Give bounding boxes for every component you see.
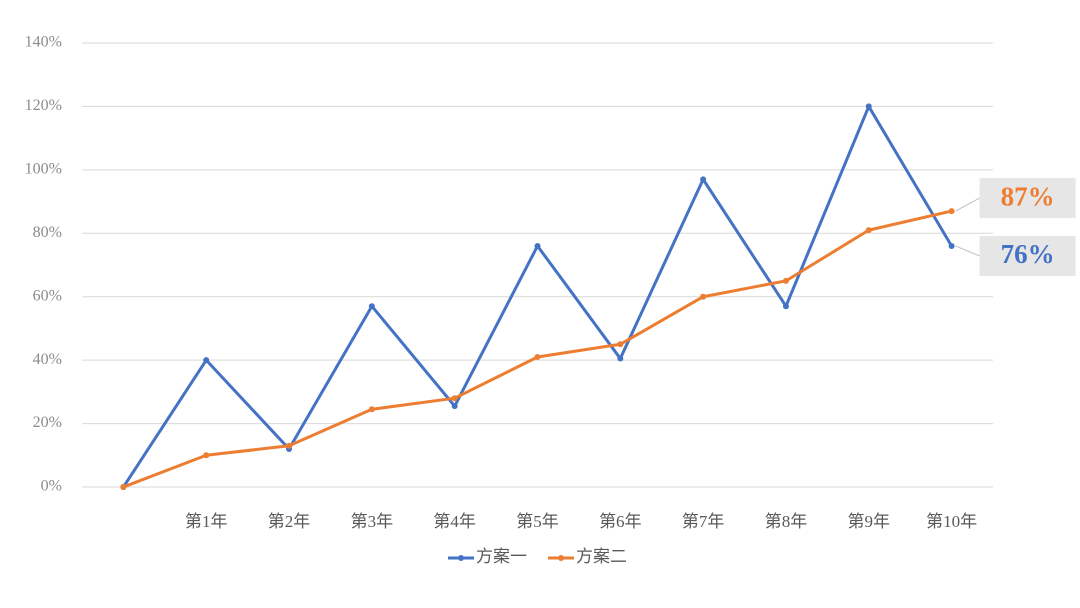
y-tick-label: 40% [33,351,62,368]
point [948,242,955,249]
point [534,353,541,360]
point [534,242,541,249]
x-tick-label: 第2年 [268,512,311,531]
point [203,357,210,364]
point [368,406,375,413]
y-tick-label: 120% [25,97,62,114]
point [120,484,127,490]
x-tick-label: 第8年 [765,512,808,531]
x-tick-label: 第9年 [848,512,891,531]
x-tick-label: 第4年 [433,512,476,531]
legend-item: 方案一 [448,547,527,566]
y-tick-label: 0% [41,478,62,495]
legend-item: 方案二 [548,547,627,566]
leader-line [955,197,980,212]
y-tick-label: 140% [25,34,62,51]
point [700,293,707,300]
point [368,303,375,310]
point [782,303,789,310]
point [700,176,707,183]
x-tick-label: 第5年 [516,512,559,531]
point [203,452,210,459]
legend-marker [458,555,464,561]
value-label: 87% [1001,181,1055,211]
x-tick-label: 第3年 [351,512,394,531]
leader-line [955,245,980,257]
point [865,103,872,110]
point [451,395,458,402]
x-tick-label: 第6年 [599,512,642,531]
point [782,277,789,284]
legend-label: 方案一 [476,547,527,566]
y-tick-label: 20% [33,414,62,431]
x-tick-label: 第10年 [926,512,977,531]
x-tick-label: 第7年 [682,512,725,531]
series-line [122,209,952,489]
label-box [979,235,1076,276]
point [617,355,624,362]
y-tick-label: 60% [33,287,62,304]
point [286,442,293,449]
point [451,403,458,410]
x-tick-label: 第1年 [185,512,228,531]
point [948,208,955,215]
point [865,227,872,234]
y-tick-label: 80% [33,224,62,241]
legend-marker [558,555,564,561]
legend-label: 方案二 [576,547,627,566]
label-box [979,178,1076,219]
value-label: 76% [1001,239,1055,269]
y-tick-label: 100% [25,161,62,178]
point [617,341,624,348]
